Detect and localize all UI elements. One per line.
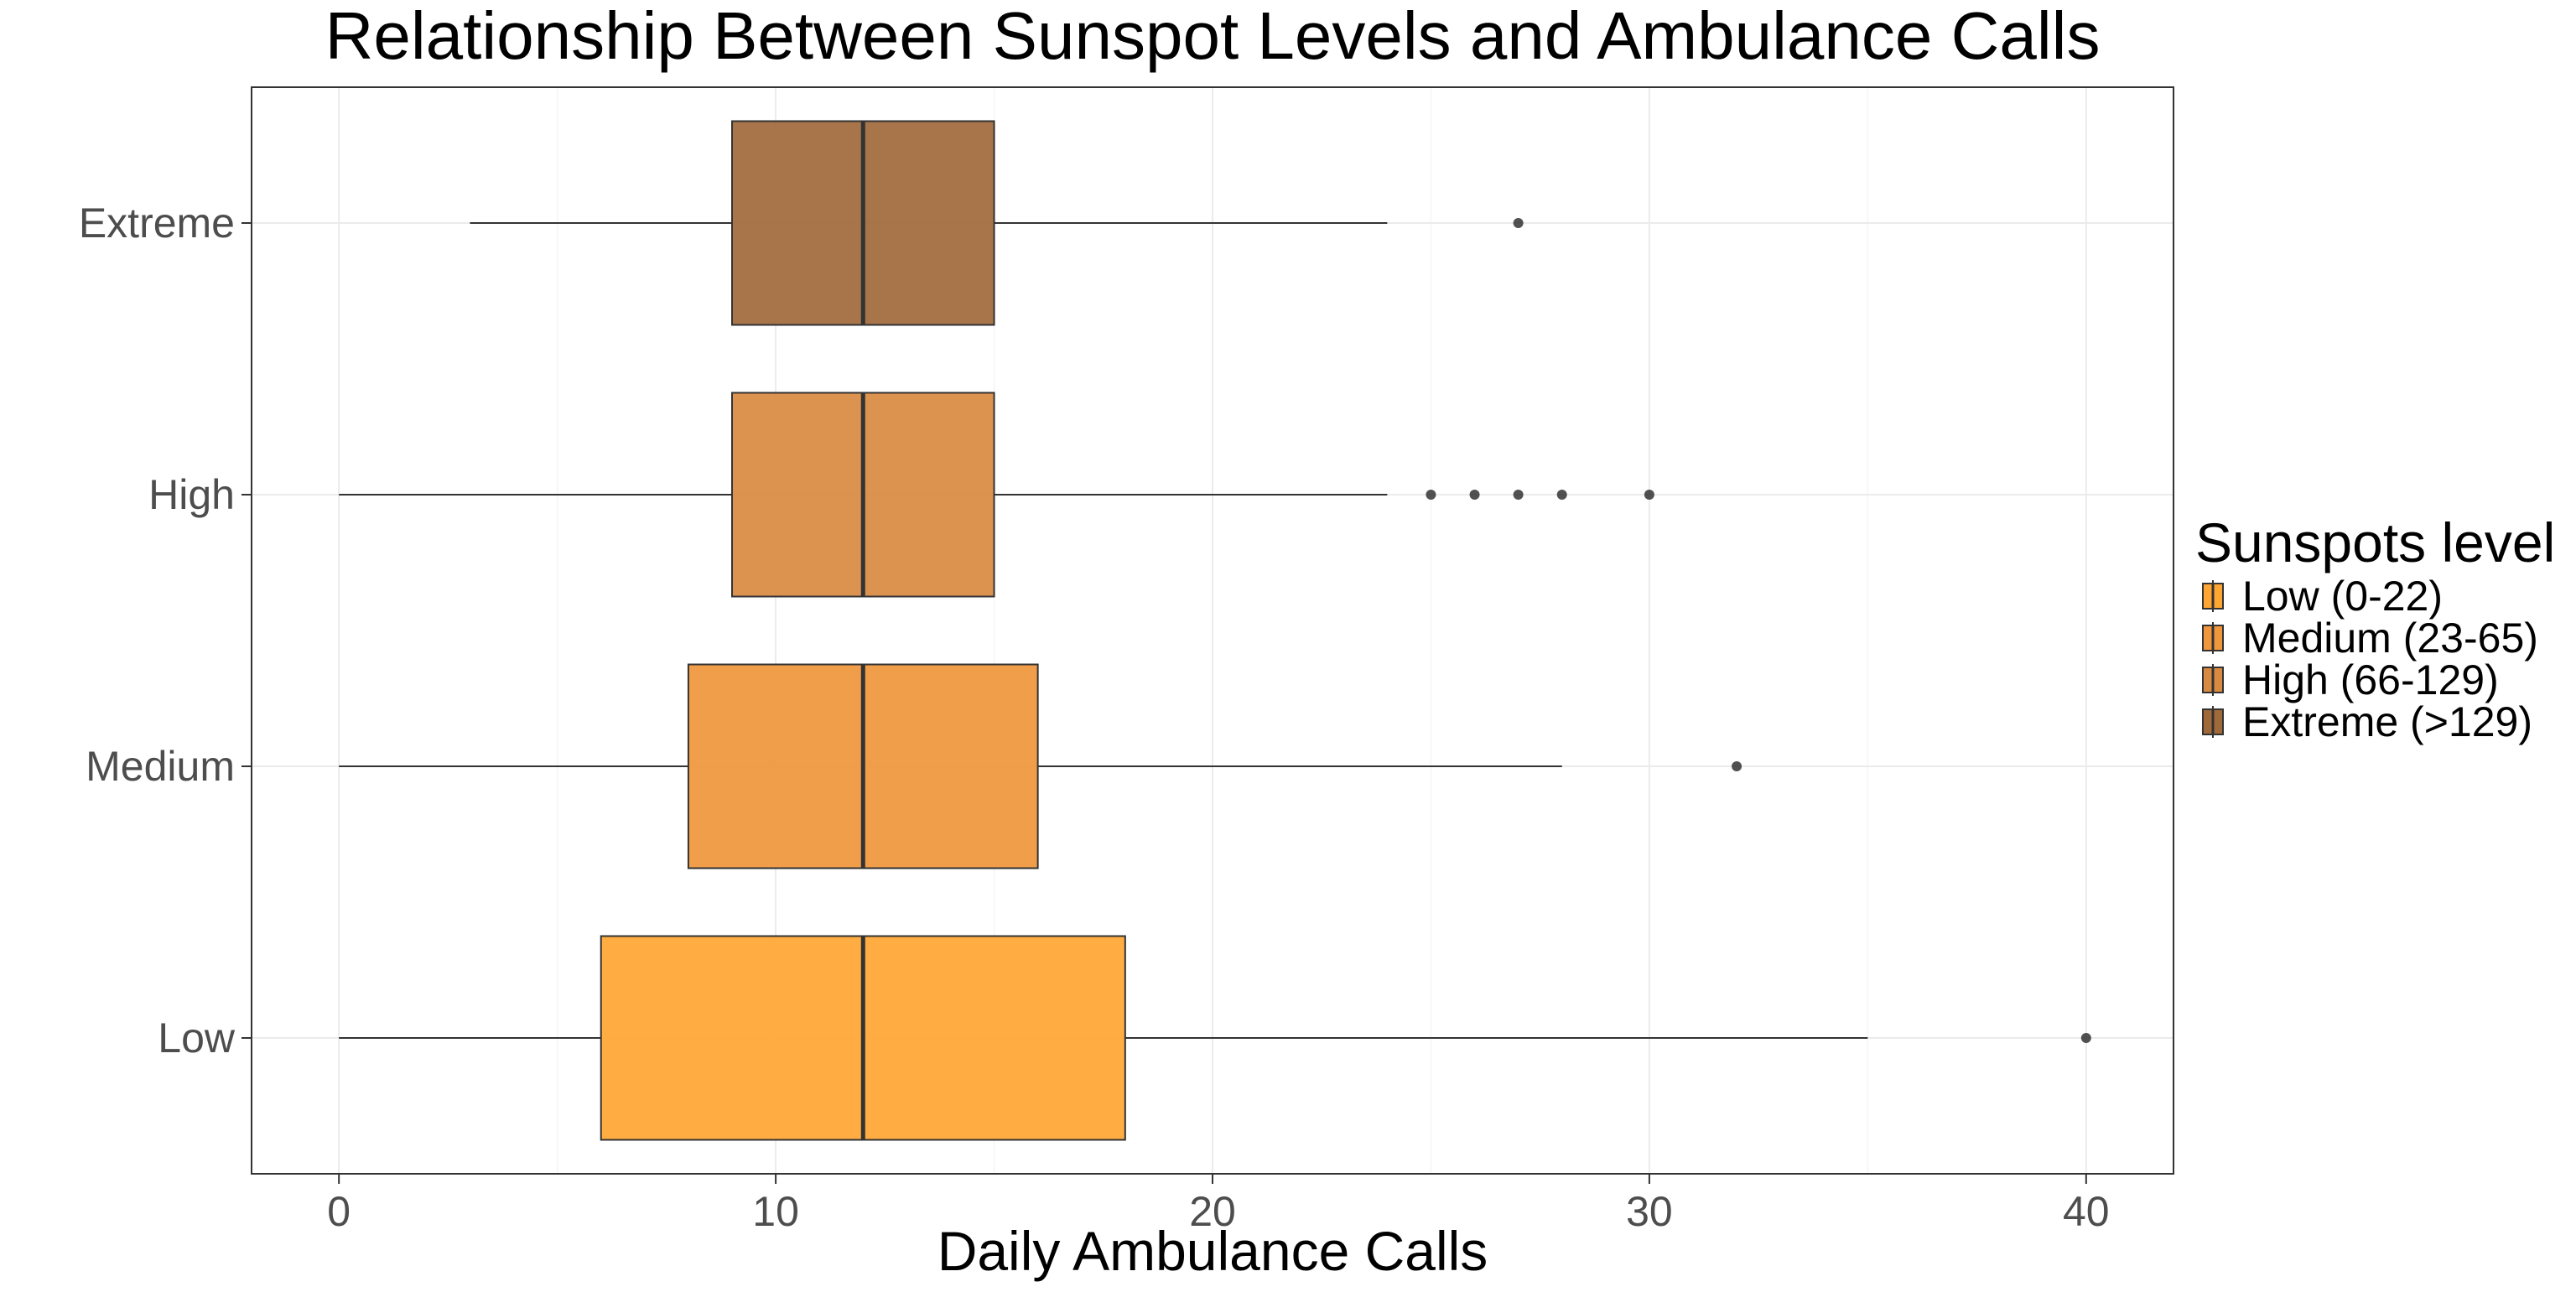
outlier-point [1513, 218, 1524, 228]
chart-title: Relationship Between Sunspot Levels and … [325, 0, 2101, 73]
legend-entry: High (66-129) [2202, 656, 2499, 703]
outlier-point [1732, 761, 1742, 771]
x-tick-label: 40 [2063, 1188, 2110, 1235]
boxes-layer [339, 120, 2091, 1141]
x-tick-label: 20 [1189, 1188, 1236, 1235]
y-tick-label: Medium [86, 743, 235, 790]
x-tick-label: 10 [752, 1188, 799, 1235]
axes-layer: 0 10 20 30 40 Low Medium High Extreme [79, 200, 2110, 1235]
y-tick-label: High [148, 471, 235, 518]
box-high [339, 392, 1654, 598]
legend-label: Medium (23-65) [2242, 615, 2538, 662]
legend-entry: Medium (23-65) [2202, 615, 2538, 662]
legend: Sunspots level Low (0-22)Medium (23-65)H… [2195, 511, 2555, 745]
x-tick-label: 30 [1626, 1188, 1673, 1235]
legend-label: Extreme (>129) [2242, 698, 2532, 745]
box-extreme [470, 120, 1524, 326]
legend-entries: Low (0-22)Medium (23-65)High (66-129)Ext… [2202, 573, 2538, 745]
outlier-point [1513, 490, 1524, 500]
outlier-point [1426, 490, 1436, 500]
outlier-point [2080, 1033, 2091, 1043]
y-tick-label: Low [158, 1014, 236, 1061]
box-low [339, 935, 2091, 1141]
outlier-point [1644, 490, 1654, 500]
legend-label: Low (0-22) [2242, 573, 2443, 620]
legend-entry: Low (0-22) [2202, 573, 2443, 620]
outlier-point [1556, 490, 1567, 500]
y-tick-label: Extreme [79, 200, 235, 246]
legend-entry: Extreme (>129) [2202, 698, 2532, 745]
legend-label: High (66-129) [2242, 656, 2499, 703]
box-medium [339, 663, 1742, 869]
grid-layer [252, 87, 2174, 1174]
x-axis-title: Daily Ambulance Calls [937, 1220, 1488, 1282]
x-tick-label: 0 [327, 1188, 351, 1235]
outlier-point [1469, 490, 1480, 500]
legend-title: Sunspots level [2195, 511, 2555, 573]
